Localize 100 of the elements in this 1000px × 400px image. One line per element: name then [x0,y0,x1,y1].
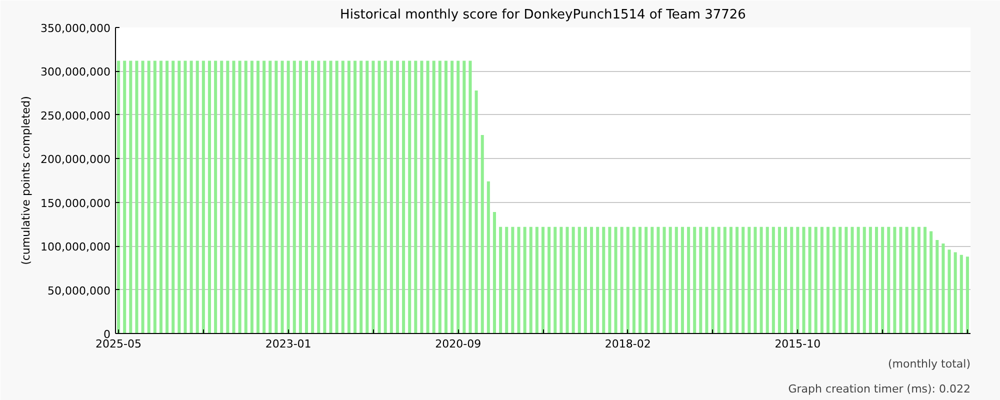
bar [911,226,914,334]
bar [250,60,254,334]
bar [590,226,594,334]
bar [402,60,406,334]
bar [814,226,818,334]
bar [486,181,490,334]
bar [856,226,860,334]
bar [541,226,545,334]
bar [414,60,418,334]
bar [172,60,175,334]
bar [705,226,708,334]
bar [280,60,284,334]
x-tick-label: 2020-09 [435,338,482,350]
bar [196,60,199,334]
bar [262,60,266,334]
bar [462,60,466,334]
bar [347,60,350,334]
y-tick-label: 250,000,000 [40,109,111,122]
bar [535,226,538,334]
bar [584,226,587,334]
bar [432,60,436,334]
bar [378,60,381,334]
bar [936,240,939,334]
bar [668,226,672,334]
bar [129,60,132,334]
bar [742,226,745,334]
bar [317,60,320,334]
bar [868,226,872,334]
y-tick-label: 50,000,000 [48,284,111,298]
chart-title: Historical monthly score for DonkeyPunch1514 of Team 37726 [340,8,746,22]
bar [220,60,224,334]
bar [147,60,150,334]
bar [329,60,332,334]
bar [602,226,606,334]
bar [723,226,726,334]
x-tick-label: 2015-10 [774,338,821,350]
bar [438,60,442,334]
bar [499,226,502,334]
bar [238,60,242,334]
x-tick-label: 2018-02 [604,338,651,350]
bar [662,226,666,334]
bar [408,60,412,334]
bar [474,90,478,334]
bar [626,226,630,334]
bar [354,60,357,334]
bar [366,60,369,334]
bar [390,60,393,334]
bar [298,60,302,334]
y-tick-label: 200,000,000 [40,153,111,166]
bar [268,60,272,334]
bar [360,60,363,334]
bar [505,226,508,334]
bar [153,60,156,334]
bar [560,226,563,334]
x-tick-label: 2023-01 [265,338,312,350]
bar [899,226,902,334]
bar [426,60,430,334]
bar [244,60,248,334]
bar [190,60,193,334]
bar [729,226,732,334]
bar [844,226,848,334]
bar [450,60,454,334]
bar [396,60,399,334]
bar [838,226,842,334]
bar [596,226,600,334]
bar [286,60,290,334]
bar [304,60,308,334]
bar [135,60,138,334]
text: Graph creation timer (ms): 0.022 [788,382,971,396]
bar [905,226,908,334]
bar [517,226,520,334]
bar [656,226,660,334]
bar [202,60,205,334]
bar [644,226,648,334]
bar [578,226,581,334]
bar [693,226,696,334]
bar [966,256,969,334]
bar [736,226,739,334]
bar [256,60,260,334]
bar [566,226,569,334]
bar [924,226,927,334]
bar [232,60,236,334]
bar [456,60,460,334]
bar [930,231,933,334]
bar [680,226,684,334]
bar [832,226,836,334]
bar [808,226,812,334]
bar [893,226,896,334]
bar [881,226,884,334]
bar [638,226,642,334]
bar [790,226,794,334]
bar [480,135,484,334]
y-tick-label: 300,000,000 [40,66,111,79]
y-tick-label: 150,000,000 [40,196,111,210]
bar [778,226,782,334]
bar [784,226,788,334]
bar [141,60,144,334]
bar [887,226,890,334]
bar [760,226,763,334]
bar [960,254,963,334]
